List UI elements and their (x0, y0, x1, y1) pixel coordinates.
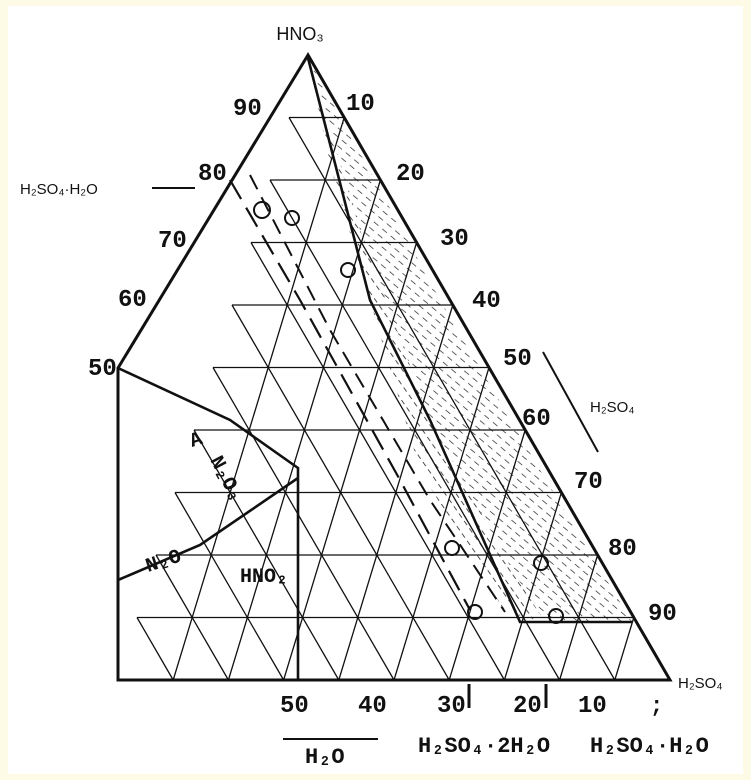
bottom-tick-label: 30 (437, 693, 466, 720)
left-tick-label: 50 (88, 356, 117, 383)
boundary-line-left (117, 366, 300, 680)
bottom-tick-label: 40 (358, 693, 387, 720)
hydrate-label-2: H₂SO₄·H₂O (590, 734, 709, 759)
left-tick-label: 70 (158, 228, 187, 255)
ternary-grid (136, 116, 635, 681)
right-tick-label: 90 (648, 601, 677, 628)
right-tick-label: 10 (346, 91, 375, 118)
data-point (467, 604, 483, 620)
right-tick-label: 30 (440, 226, 469, 253)
boundary-dashed-2 (249, 174, 506, 613)
side-left-label: H₂SO₄·H₂O (20, 181, 98, 198)
right-tick-label: 40 (472, 288, 501, 315)
right-tick-label: 20 (396, 161, 425, 188)
grid-line (250, 242, 505, 681)
bottom-tick-label: 20 (513, 693, 542, 720)
grid-line (212, 367, 395, 681)
grid-line (393, 367, 490, 681)
grid-line (503, 492, 563, 681)
bottom-mark: ; (650, 694, 663, 719)
apex-top-label: HNO₃ (276, 24, 323, 44)
boundary-line-n2o (117, 476, 299, 582)
left-tick-label: 80 (198, 161, 227, 188)
bottom-tick-label: 50 (280, 693, 309, 720)
right-tick-label: 80 (608, 536, 637, 563)
boundary-dashed-1 (229, 179, 471, 611)
grid-line (136, 617, 174, 681)
side-right-label: H₂SO₄ (590, 399, 634, 416)
bottom-axis-label: H₂O (305, 745, 345, 770)
region-label-n2o: N₂O (143, 546, 184, 579)
apex-right-label: H₂SO₄ (678, 675, 722, 692)
right-tick-label: 70 (574, 469, 603, 496)
grid-line (227, 179, 382, 681)
figure-panel (8, 6, 743, 774)
data-point (444, 540, 460, 556)
right-pointer-line (542, 351, 599, 453)
bottom-tick-label: 10 (578, 693, 607, 720)
data-point (533, 555, 549, 571)
right-tick-label: 50 (503, 346, 532, 373)
hydrate-label-1: H₂SO₄·2H₂O (418, 734, 550, 759)
data-point (253, 201, 271, 219)
triangle-outline (116, 52, 673, 682)
left-tick-label: 90 (233, 96, 262, 123)
data-point (284, 210, 300, 226)
region-label-a: A (187, 428, 206, 454)
data-point (340, 262, 356, 278)
grid-line (172, 117, 345, 681)
region-label-hno2: HNO₂ (240, 566, 288, 589)
grid-line (282, 242, 418, 681)
grid-line (269, 179, 561, 681)
grid-line (614, 617, 635, 681)
data-point (548, 608, 564, 624)
right-tick-label: 60 (522, 406, 551, 433)
grid-line (174, 492, 285, 681)
data-points (253, 201, 564, 624)
grid-line (288, 117, 616, 681)
left-tick-label: 60 (118, 287, 147, 314)
